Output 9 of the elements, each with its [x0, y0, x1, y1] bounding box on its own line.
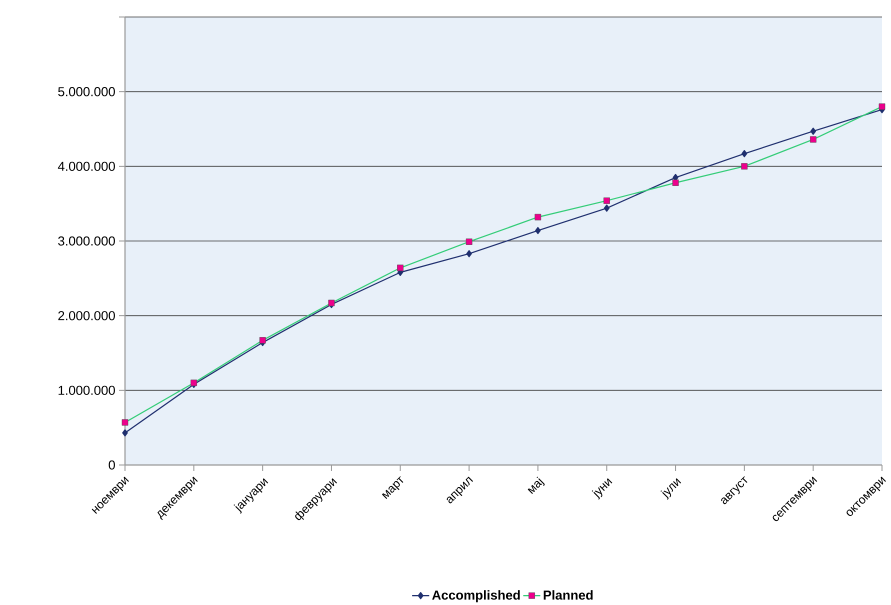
legend-label: Planned [544, 590, 593, 600]
legend-label: Accomplished [432, 590, 520, 602]
y-tick-label: 5.000.000 [58, 87, 115, 96]
y-tick-label: 3.000.000 [58, 236, 115, 246]
y-tick-label: 0 [108, 460, 115, 470]
y-tick-label: 2.000.000 [58, 311, 115, 320]
y-tick-label: 4.000.000 [58, 162, 115, 171]
y-tick-label: 1.000.000 [58, 386, 115, 395]
x-tick-label: мај [528, 476, 545, 494]
